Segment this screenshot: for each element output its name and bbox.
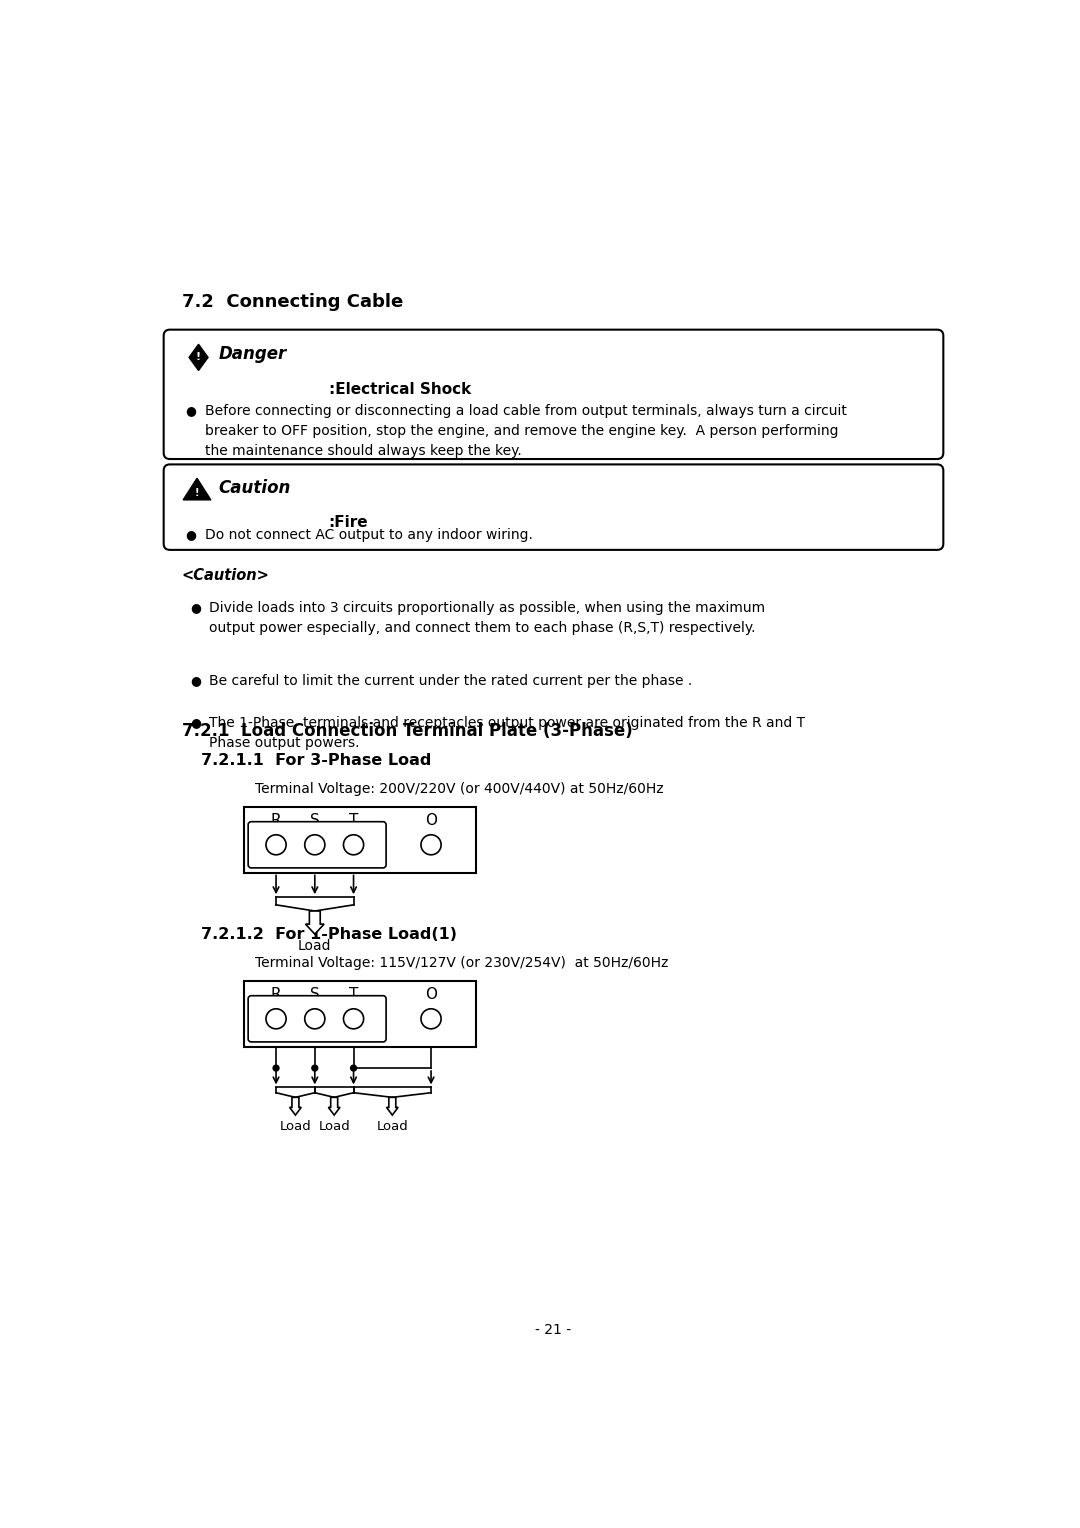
Circle shape xyxy=(273,1065,279,1071)
Text: ●: ● xyxy=(190,674,201,688)
Polygon shape xyxy=(306,911,324,934)
Text: Before connecting or disconnecting a load cable from output terminals, always tu: Before connecting or disconnecting a loa… xyxy=(205,403,847,458)
Text: !: ! xyxy=(195,353,201,362)
FancyBboxPatch shape xyxy=(164,465,943,550)
Text: ●: ● xyxy=(186,403,197,417)
Text: S: S xyxy=(310,987,320,1002)
Text: !: ! xyxy=(194,487,199,498)
Text: <Caution>: <Caution> xyxy=(181,568,269,584)
Text: R: R xyxy=(271,987,282,1002)
Text: O: O xyxy=(426,813,437,828)
Text: - 21 -: - 21 - xyxy=(536,1323,571,1337)
Circle shape xyxy=(312,1065,318,1071)
Text: R: R xyxy=(271,813,282,828)
Polygon shape xyxy=(387,1097,399,1115)
Text: ●: ● xyxy=(190,717,201,729)
Polygon shape xyxy=(184,478,211,500)
Text: 7.2.1.1  For 3-Phase Load: 7.2.1.1 For 3-Phase Load xyxy=(201,753,431,769)
Polygon shape xyxy=(289,1097,301,1115)
Circle shape xyxy=(351,1065,356,1071)
Text: S: S xyxy=(310,813,320,828)
FancyBboxPatch shape xyxy=(164,330,943,458)
Text: Load: Load xyxy=(319,1120,350,1132)
Text: Danger: Danger xyxy=(218,345,287,364)
Text: :Fire: :Fire xyxy=(328,515,368,530)
FancyBboxPatch shape xyxy=(248,822,387,868)
Text: 7.2  Connecting Cable: 7.2 Connecting Cable xyxy=(181,293,403,312)
Text: Load: Load xyxy=(298,940,332,953)
Text: Load: Load xyxy=(377,1120,408,1132)
Text: O: O xyxy=(426,987,437,1002)
Text: ●: ● xyxy=(190,601,201,614)
FancyBboxPatch shape xyxy=(248,996,387,1042)
Text: ●: ● xyxy=(186,529,197,541)
Text: T: T xyxy=(349,813,359,828)
Text: Terminal Voltage: 115V/127V (or 230V/254V)  at 50Hz/60Hz: Terminal Voltage: 115V/127V (or 230V/254… xyxy=(255,955,669,970)
Text: Load: Load xyxy=(280,1120,311,1132)
Text: The 1-Phase  terminals and receptacles output power are originated from the R an: The 1-Phase terminals and receptacles ou… xyxy=(208,717,805,750)
Text: 7.2.1.2  For 1-Phase Load(1): 7.2.1.2 For 1-Phase Load(1) xyxy=(201,927,457,943)
Text: T: T xyxy=(349,987,359,1002)
Text: Do not connect AC output to any indoor wiring.: Do not connect AC output to any indoor w… xyxy=(205,529,532,542)
Text: Be careful to limit the current under the rated current per the phase .: Be careful to limit the current under th… xyxy=(208,674,692,688)
Text: Terminal Voltage: 200V/220V (or 400V/440V) at 50Hz/60Hz: Terminal Voltage: 200V/220V (or 400V/440… xyxy=(255,782,664,796)
Polygon shape xyxy=(189,344,208,370)
Bar xyxy=(243,981,476,1047)
Text: :Electrical Shock: :Electrical Shock xyxy=(328,382,471,397)
Text: Caution: Caution xyxy=(218,480,292,497)
Text: Divide loads into 3 circuits proportionally as possible, when using the maximum
: Divide loads into 3 circuits proportiona… xyxy=(208,601,765,634)
Polygon shape xyxy=(328,1097,340,1115)
Bar xyxy=(243,807,476,872)
Text: 7.2.1  Load Connection Terminal Plate (3-Phase): 7.2.1 Load Connection Terminal Plate (3-… xyxy=(181,723,632,741)
